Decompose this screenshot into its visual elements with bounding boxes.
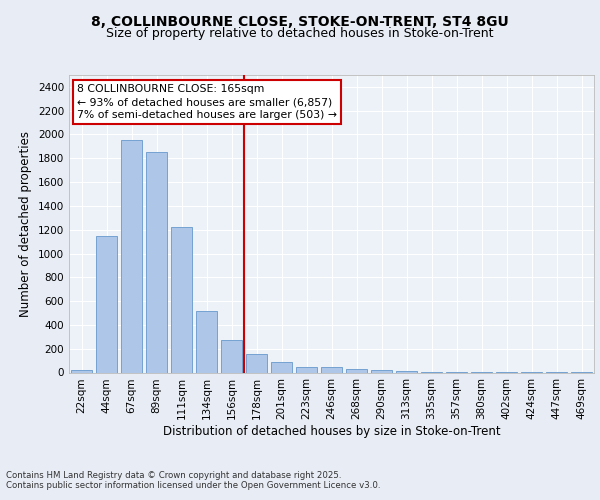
- Y-axis label: Number of detached properties: Number of detached properties: [19, 130, 32, 317]
- Bar: [346, 369, 367, 372]
- Bar: [221, 340, 242, 372]
- X-axis label: Distribution of detached houses by size in Stoke-on-Trent: Distribution of detached houses by size …: [163, 425, 500, 438]
- Bar: [321, 367, 342, 372]
- Text: 8, COLLINBOURNE CLOSE, STOKE-ON-TRENT, ST4 8GU: 8, COLLINBOURNE CLOSE, STOKE-ON-TRENT, S…: [91, 16, 509, 30]
- Bar: [171, 226, 192, 372]
- Bar: [71, 370, 92, 372]
- Bar: [371, 370, 392, 372]
- Text: Contains public sector information licensed under the Open Government Licence v3: Contains public sector information licen…: [6, 482, 380, 490]
- Text: Size of property relative to detached houses in Stoke-on-Trent: Size of property relative to detached ho…: [106, 28, 494, 40]
- Bar: [121, 140, 142, 372]
- Bar: [146, 152, 167, 372]
- Bar: [196, 310, 217, 372]
- Text: 8 COLLINBOURNE CLOSE: 165sqm
← 93% of detached houses are smaller (6,857)
7% of : 8 COLLINBOURNE CLOSE: 165sqm ← 93% of de…: [77, 84, 337, 120]
- Bar: [271, 362, 292, 372]
- Bar: [96, 236, 117, 372]
- Text: Contains HM Land Registry data © Crown copyright and database right 2025.: Contains HM Land Registry data © Crown c…: [6, 472, 341, 480]
- Bar: [246, 354, 267, 372]
- Bar: [296, 366, 317, 372]
